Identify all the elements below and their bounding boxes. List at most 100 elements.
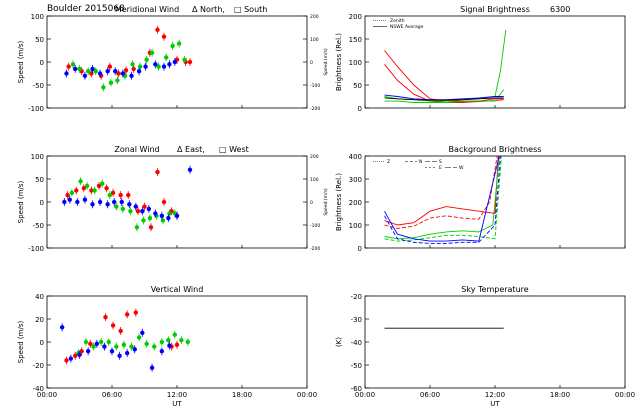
y-tick-label: 200 xyxy=(349,199,362,207)
y-axis-label: Speed (m/s) xyxy=(17,181,25,224)
y-tick-label: 50 xyxy=(35,176,44,184)
y-tick-label: 0 xyxy=(358,105,362,113)
data-point xyxy=(156,64,161,69)
data-point xyxy=(141,218,146,223)
right-y-axis-label: Speed (m/s) xyxy=(323,188,329,216)
data-point xyxy=(105,202,110,207)
data-point xyxy=(69,190,75,195)
data-point xyxy=(118,192,123,198)
right-y-tick-label: -100 xyxy=(310,83,320,89)
data-point xyxy=(153,211,158,216)
data-point xyxy=(161,34,167,39)
panels: 100 50 0 -50 -100 200 100 0 -100 -20 0 Speed (m/s) S… xyxy=(17,5,635,408)
data-point xyxy=(133,310,139,315)
x-tick-label: 00:00 xyxy=(355,391,375,399)
data-point xyxy=(172,59,178,65)
data-layer xyxy=(384,156,502,244)
data-point xyxy=(129,73,134,79)
data-point xyxy=(166,337,171,343)
x-tick-label: 06:00 xyxy=(420,391,440,399)
data-point xyxy=(77,66,82,72)
data-point xyxy=(88,341,93,347)
data-point xyxy=(185,339,191,345)
data-layer xyxy=(64,25,193,92)
y-tick-label: -20 xyxy=(33,362,44,370)
data-point xyxy=(96,183,102,189)
legend-entry: NSWE Average xyxy=(390,24,424,30)
header-site-date: Boulder 2015068 xyxy=(47,4,125,14)
series-line xyxy=(384,89,505,103)
data-point xyxy=(59,325,65,330)
data-point xyxy=(124,312,130,317)
data-point xyxy=(97,199,103,205)
chart-title: Meridional Wind xyxy=(115,5,179,14)
legend-south-west: □ South xyxy=(234,5,267,14)
data-point xyxy=(160,218,166,223)
data-point xyxy=(109,349,115,354)
data-point xyxy=(105,69,110,74)
data-point xyxy=(142,204,147,209)
data-point xyxy=(85,69,91,74)
chart-title: Background Brightness xyxy=(449,145,542,154)
data-point xyxy=(116,71,121,76)
data-point xyxy=(62,199,67,205)
x-tick-label: 06:00 xyxy=(102,391,122,399)
y-tick-label: -50 xyxy=(33,222,44,230)
data-point xyxy=(121,342,127,347)
data-point xyxy=(126,192,131,198)
y-tick-label: 20 xyxy=(35,316,44,324)
y-tick-label: -20 xyxy=(351,293,362,301)
data-point xyxy=(67,197,72,202)
right-y-tick-label: -100 xyxy=(310,223,320,229)
x-tick-label: 00:00 xyxy=(37,391,57,399)
panel-background: 400 300 200 100 0 Brightness (Rel.) Background… xyxy=(335,145,626,253)
legend-entry: S xyxy=(439,159,442,165)
data-point xyxy=(74,188,79,193)
plot-frame xyxy=(46,155,308,249)
data-point xyxy=(123,68,129,73)
data-point xyxy=(102,344,107,349)
data-point xyxy=(113,69,118,74)
legend-entry: Z xyxy=(387,159,390,165)
data-point xyxy=(118,328,123,334)
data-point xyxy=(167,62,172,67)
data-point xyxy=(159,339,165,345)
chart-title: Signal Brightness xyxy=(460,5,530,14)
data-point xyxy=(172,332,178,337)
data-point xyxy=(146,206,152,212)
panel-vertical: 00:00 06:00 12:00 18:00 00:00 UT 40 20 0 -20 -40 Sp… xyxy=(17,285,317,408)
data-point xyxy=(117,353,122,358)
data-point xyxy=(78,179,83,184)
data-point xyxy=(114,204,119,209)
series-line xyxy=(384,156,499,226)
data-point xyxy=(114,344,119,349)
y-tick-label: -100 xyxy=(28,105,44,113)
data-point xyxy=(90,66,95,72)
data-point xyxy=(140,209,145,214)
x-tick-label: 00:00 xyxy=(297,391,317,399)
data-point xyxy=(75,199,80,205)
data-point xyxy=(167,343,172,348)
data-point xyxy=(182,57,187,62)
right-y-tick-label: 0 xyxy=(310,200,313,206)
right-y-tick-label: 100 xyxy=(310,177,319,183)
y-axis-label: Brightness (Rel.) xyxy=(335,173,343,231)
data-point xyxy=(149,365,155,370)
data-point xyxy=(91,344,96,349)
series-line xyxy=(384,156,498,229)
data-point xyxy=(64,358,69,363)
data-point xyxy=(79,349,84,354)
data-point xyxy=(159,349,165,354)
y-tick-label: -60 xyxy=(351,385,362,393)
y-tick-label: 0 xyxy=(40,339,44,347)
data-point xyxy=(152,344,157,349)
data-point xyxy=(132,347,137,352)
data-point xyxy=(128,209,133,214)
y-axis-label: Brightness (Rel.) xyxy=(335,33,343,91)
data-point xyxy=(167,211,172,216)
data-point xyxy=(170,43,175,49)
data-point xyxy=(174,342,180,347)
panel-zonal: 100 50 0 -50 -100 200 100 0 -100 -200 Speed (m/s) S… xyxy=(17,145,329,253)
data-point xyxy=(93,69,98,74)
y-tick-label: 100 xyxy=(349,222,362,230)
